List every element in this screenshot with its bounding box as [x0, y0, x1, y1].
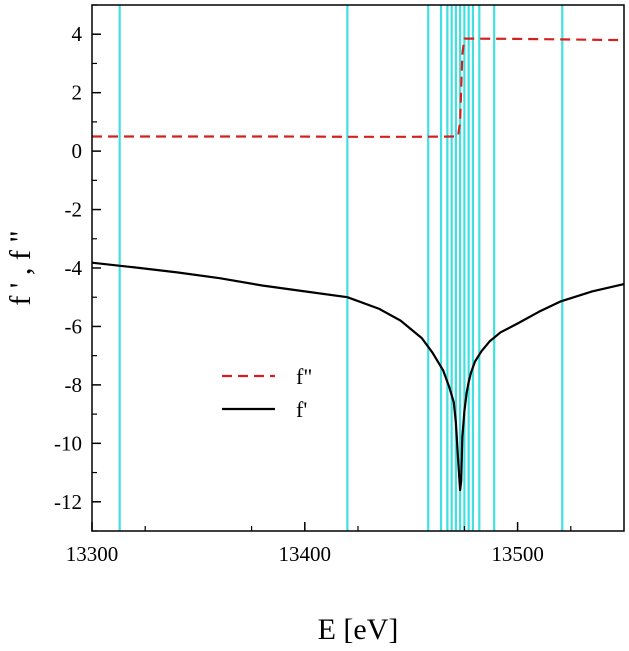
- y-tick-label: 4: [72, 22, 83, 46]
- y-tick-label: 2: [72, 81, 83, 105]
- vertical-lines: [118, 5, 564, 531]
- series-line-0: [92, 37, 625, 138]
- y-tick-label: -2: [65, 198, 83, 222]
- y-tick-label: -12: [54, 490, 82, 514]
- axis-ticks: 13300 13400 13500 4 2 0 -2 -4 -6 -8 -10 -12: [54, 4, 572, 566]
- legend-label-f-prime: f': [296, 397, 307, 422]
- y-tick-label: 0: [72, 139, 83, 163]
- y-tick-label: -6: [65, 314, 83, 338]
- legend: f" f': [222, 364, 312, 422]
- plot-frame: [91, 4, 625, 532]
- y-tick-label: -4: [65, 256, 83, 280]
- series-line-1: [91, 261, 625, 492]
- x-tick-label: 13300: [66, 542, 119, 566]
- x-tick-label: 13400: [279, 542, 332, 566]
- y-tick-label: -8: [65, 373, 83, 397]
- y-axis-title: f ' , f ": [4, 230, 37, 305]
- legend-label-f-double-prime: f": [296, 364, 312, 389]
- y-tick-label: -10: [54, 431, 82, 455]
- series-layer: [91, 37, 625, 492]
- x-axis-title: E [eV]: [318, 613, 399, 646]
- x-tick-label: 13500: [491, 542, 544, 566]
